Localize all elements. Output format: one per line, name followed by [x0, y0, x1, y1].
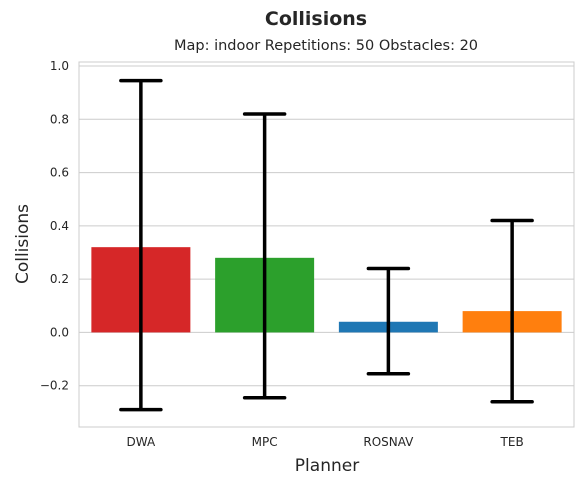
- x-axis-label: Planner: [295, 456, 359, 476]
- y-tick-labels: −0.2 0.0 0.2 0.4 0.6 0.8 1.0: [40, 59, 69, 393]
- plot-frame: [78, 61, 575, 428]
- y-tick-label: 0.2: [50, 272, 69, 286]
- bars: [91, 247, 562, 333]
- x-tick-labels: DWA MPC ROSNAV TEB: [127, 435, 524, 449]
- y-tick-label: 1.0: [50, 59, 69, 73]
- y-tick-label: 0.4: [50, 219, 69, 233]
- x-tick-label-teb: TEB: [500, 435, 524, 449]
- y-tick-label: −0.2: [40, 379, 69, 393]
- error-bars: [119, 78, 534, 412]
- chart-subtitle: Map: indoor Repetitions: 50 Obstacles: 2…: [174, 38, 478, 54]
- y-tick-label: 0.6: [50, 166, 69, 180]
- x-tick-label-dwa: DWA: [127, 435, 156, 449]
- y-tick-label: 0.8: [50, 112, 69, 126]
- y-axis-label: Collisions: [13, 204, 33, 284]
- chart-title: Collisions: [265, 8, 367, 30]
- x-tick-label-mpc: MPC: [252, 435, 278, 449]
- y-tick-label: 0.0: [50, 325, 69, 339]
- gridlines: [79, 65, 574, 387]
- x-tick-label-rosnav: ROSNAV: [363, 435, 414, 449]
